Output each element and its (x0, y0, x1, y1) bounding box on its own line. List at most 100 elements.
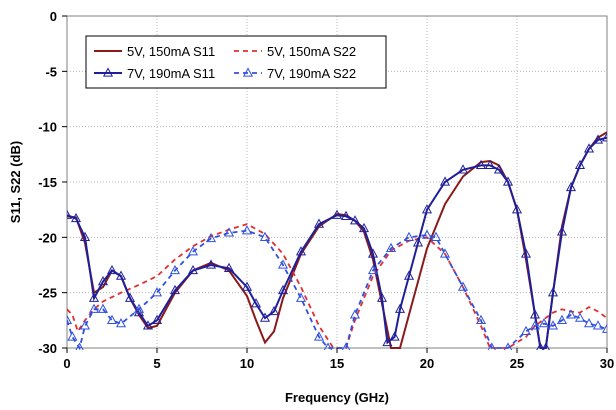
data-point (439, 248, 451, 258)
data-point (403, 270, 415, 280)
y-tick-label: -5 (45, 64, 57, 79)
data-point (475, 159, 487, 170)
data-point (536, 342, 545, 350)
data-point (583, 143, 595, 153)
legend-label: 7V, 190mA S11 (127, 66, 215, 81)
data-point (487, 342, 496, 350)
data-point (295, 246, 307, 256)
data-point (574, 159, 586, 170)
data-point (241, 281, 253, 291)
data-point (268, 305, 280, 316)
data-point (313, 331, 325, 341)
data-point (223, 227, 235, 237)
data-point (520, 325, 532, 336)
data-point (295, 292, 307, 302)
data-point (349, 215, 361, 225)
data-point (574, 312, 586, 322)
data-point (475, 314, 487, 324)
legend: 5V, 150mA S11 5V, 150mA S22 7V, 190mA S11 7… (85, 35, 387, 89)
data-point (430, 231, 442, 241)
data-point (493, 164, 505, 174)
y-tick-label: 0 (50, 9, 57, 24)
legend-label: 5V, 150mA S11 (127, 44, 215, 59)
axis-ticks: 0 5 10 15 20 25 30 0 -5 -10 -15 -20 -25 -30 (38, 9, 614, 371)
series-line (67, 223, 607, 349)
data-point (376, 292, 388, 302)
x-tick-label: 15 (330, 356, 344, 371)
y-tick-label: -20 (38, 230, 57, 245)
y-tick-label: -15 (38, 175, 57, 190)
data-point (529, 320, 541, 330)
data-point (115, 318, 127, 328)
legend-marker (102, 67, 114, 77)
x-tick-label: 20 (420, 356, 434, 371)
data-point (75, 342, 84, 350)
data-point (592, 134, 604, 144)
y-tick-label: -30 (38, 341, 57, 356)
data-point (547, 287, 559, 297)
data-point (367, 248, 379, 258)
legend-label: 7V, 190mA S22 (267, 66, 356, 81)
data-point (340, 210, 352, 220)
data-point (556, 226, 568, 236)
data-point (601, 132, 607, 142)
x-tick-label: 25 (510, 356, 524, 371)
data-point (97, 303, 109, 313)
series-line (67, 229, 607, 350)
legend-box (85, 35, 387, 89)
data-point (133, 303, 145, 313)
data-point (520, 248, 532, 258)
data-point (313, 218, 325, 228)
data-point (259, 312, 271, 322)
data-point (439, 176, 451, 186)
data-point (565, 181, 577, 192)
x-axis-title: Frequency (GHz) (285, 390, 389, 405)
data-point (592, 320, 604, 330)
data-point (341, 342, 351, 350)
data-point (79, 231, 91, 241)
data-point (169, 264, 181, 275)
series-lines (67, 131, 607, 350)
x-tick-label: 10 (240, 356, 254, 371)
data-point (457, 164, 469, 174)
data-point (382, 336, 393, 347)
x-tick-label: 5 (153, 356, 160, 371)
data-point (601, 323, 607, 333)
data-point (421, 229, 433, 239)
series-7v-190ma-s11 (67, 132, 607, 350)
data-point (67, 331, 78, 341)
data-point (67, 209, 73, 219)
series-5v-150ma-s22 (67, 223, 607, 349)
data-point (88, 303, 100, 313)
data-point (142, 320, 154, 330)
data-point (389, 331, 400, 341)
data-point (394, 303, 406, 313)
data-point (358, 222, 370, 233)
data-point (412, 237, 424, 247)
data-point (115, 270, 127, 280)
data-point (367, 264, 379, 275)
legend-label: 5V, 150mA S22 (267, 44, 356, 59)
data-point (538, 318, 550, 328)
data-point (511, 204, 523, 214)
data-point (187, 246, 199, 256)
legend-marker (242, 67, 254, 77)
series-line (67, 136, 607, 349)
data-point (124, 292, 136, 302)
data-point (277, 259, 289, 269)
data-point (503, 342, 513, 350)
data-point (79, 320, 91, 330)
data-point (241, 225, 253, 235)
data-point (106, 314, 118, 324)
data-point (67, 314, 73, 324)
data-point (385, 242, 397, 253)
data-point (277, 284, 289, 295)
data-point (547, 320, 559, 330)
data-point (565, 309, 577, 319)
series-7v-190ma-s22 (67, 225, 607, 350)
data-point (205, 259, 217, 269)
y-tick-label: -10 (38, 120, 57, 135)
data-point (88, 292, 100, 302)
data-point (259, 231, 271, 241)
